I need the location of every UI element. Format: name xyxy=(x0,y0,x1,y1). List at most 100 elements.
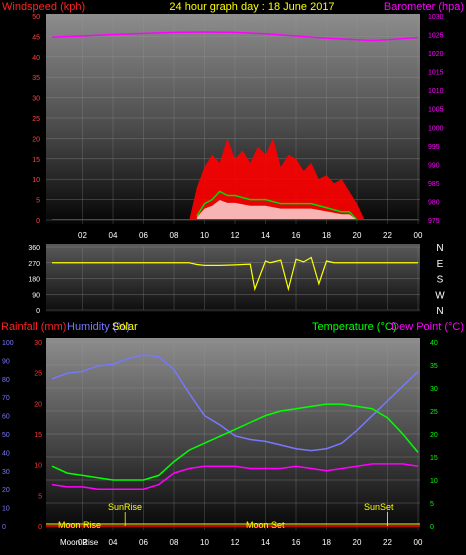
rain-tick-label: 30 xyxy=(34,340,42,347)
wind-marks xyxy=(51,31,419,221)
temperature-tick-label: 20 xyxy=(430,432,438,439)
x-tick-label: 12 xyxy=(231,231,240,240)
wind-tick-label: 0 xyxy=(36,218,40,225)
barometer-axis-label: Barometer (hpa) xyxy=(384,1,464,13)
axis-ticks: 0510152025303540455097598098599099510001… xyxy=(2,14,445,547)
wind-tick-label: 15 xyxy=(32,157,40,164)
direction-tick-label: 360 xyxy=(28,245,40,252)
x-tick-label: 14 xyxy=(261,538,270,547)
humidity-tick-label: 60 xyxy=(2,414,10,421)
compass-label: S xyxy=(437,275,444,286)
barometer-tick-label: 985 xyxy=(428,181,440,188)
wind-tick-label: 25 xyxy=(32,116,40,123)
x-tick-label: 18 xyxy=(322,538,331,547)
humidity-tick-label: 90 xyxy=(2,358,10,365)
sunset-label: SunSet xyxy=(364,502,394,512)
x-tick-label: 06 xyxy=(139,538,148,547)
compass-label: E xyxy=(437,259,444,270)
direction-grid xyxy=(46,246,420,311)
direction-tick-label: 90 xyxy=(32,292,40,299)
barometer-tick-label: 1030 xyxy=(428,14,444,21)
compass-label: W xyxy=(435,290,445,301)
temperature-tick-label: 10 xyxy=(430,478,438,485)
x-tick-label: 22 xyxy=(383,231,392,240)
direction-tick-label: 180 xyxy=(28,277,40,284)
wind-tick-label: 5 xyxy=(36,198,40,205)
wind-tick-label: 20 xyxy=(32,136,40,143)
barometer-tick-label: 1015 xyxy=(428,70,444,77)
climate-marks xyxy=(46,354,420,527)
wind-tick-label: 10 xyxy=(32,177,40,184)
moonrise-label: Moon Rise xyxy=(58,520,101,530)
x-tick-label: 08 xyxy=(170,231,179,240)
barometer-tick-label: 1010 xyxy=(428,88,444,95)
windspeed-axis-label: Windspeed (kph) xyxy=(2,1,85,13)
barometer-tick-label: 995 xyxy=(428,144,440,151)
direction-tick-label: 270 xyxy=(28,261,40,268)
x-tick-label: 14 xyxy=(261,231,270,240)
compass-label: N xyxy=(436,306,443,317)
x-tick-label: 16 xyxy=(292,231,301,240)
wind-tick-label: 45 xyxy=(32,34,40,41)
direction-tick-label: 0 xyxy=(36,308,40,315)
chart-title: 24 hour graph day : 18 June 2017 xyxy=(169,1,334,13)
x-tick-label: 12 xyxy=(231,538,240,547)
moonset-label: Moon Set xyxy=(246,520,285,530)
wind-average-area xyxy=(196,200,357,220)
solar-axis-label: Solar xyxy=(112,321,138,333)
wind-tick-label: 40 xyxy=(32,55,40,62)
x-tick-label: 18 xyxy=(322,231,331,240)
humidity-tick-label: 80 xyxy=(2,377,10,384)
rain-tick-label: 5 xyxy=(38,493,42,500)
x-tick-label: 06 xyxy=(139,231,148,240)
compass-label: N xyxy=(436,243,443,254)
humidity-line xyxy=(51,354,419,452)
temperature-tick-label: 5 xyxy=(430,501,434,508)
rain-tick-label: 25 xyxy=(34,371,42,378)
temperature-tick-label: 15 xyxy=(430,455,438,462)
humidity-tick-label: 40 xyxy=(2,450,10,457)
x-tick-label: 04 xyxy=(109,538,118,547)
x-tick-label: 22 xyxy=(383,538,392,547)
x-tick-label: 16 xyxy=(292,538,301,547)
x-tick-label: 02 xyxy=(78,231,87,240)
humidity-tick-label: 100 xyxy=(2,340,14,347)
humidity-tick-label: 20 xyxy=(2,487,10,494)
humidity-tick-label: 50 xyxy=(2,432,10,439)
barometer-tick-label: 975 xyxy=(428,218,440,225)
humidity-tick-label: 30 xyxy=(2,469,10,476)
x-tick-label: 08 xyxy=(170,538,179,547)
x-tick-label: 00 xyxy=(414,538,423,547)
rain-tick-label: 10 xyxy=(34,463,42,470)
x-tick-label: 20 xyxy=(353,538,362,547)
temperature-tick-label: 0 xyxy=(430,524,434,531)
temperature-axis-label: Temperature (°C) xyxy=(312,321,396,333)
rain-tick-label: 20 xyxy=(34,401,42,408)
temperature-tick-label: 40 xyxy=(430,340,438,347)
dewpoint-line xyxy=(51,463,419,490)
temperature-tick-label: 35 xyxy=(430,363,438,370)
temperature-tick-label: 30 xyxy=(430,386,438,393)
moonrise-bottom-label: Moon Rise xyxy=(60,538,99,547)
temperature-line xyxy=(51,403,419,481)
barometer-tick-label: 1000 xyxy=(428,125,444,132)
barometer-line xyxy=(51,31,419,42)
wind-tick-label: 30 xyxy=(32,96,40,103)
humidity-tick-label: 0 xyxy=(2,524,6,531)
rainfall-axis-label: Rainfall (mm) xyxy=(1,321,66,333)
humidity-axis-label: Humidity (%) xyxy=(67,321,130,333)
barometer-tick-label: 980 xyxy=(428,199,440,206)
direction-panel-bg xyxy=(46,244,420,312)
x-tick-label: 04 xyxy=(109,231,118,240)
x-tick-label: 10 xyxy=(200,231,209,240)
dewpoint-axis-label: Dew Point (°C) xyxy=(391,321,464,333)
wind-tick-label: 35 xyxy=(32,75,40,82)
x-tick-label: 20 xyxy=(353,231,362,240)
x-tick-label: 00 xyxy=(414,231,423,240)
temperature-tick-label: 25 xyxy=(430,409,438,416)
wind-gust-line xyxy=(196,190,358,221)
wind-direction-line xyxy=(52,256,418,292)
barometer-tick-label: 1025 xyxy=(428,33,444,40)
barometer-tick-label: 1020 xyxy=(428,51,444,58)
